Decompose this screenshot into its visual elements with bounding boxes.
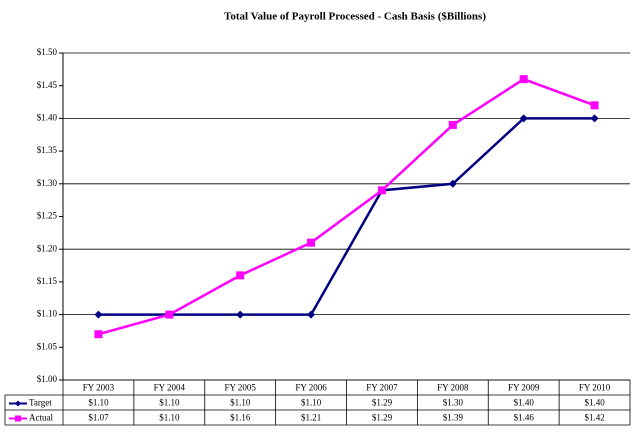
x-tick-label: FY 2005	[224, 383, 256, 393]
point	[307, 310, 316, 319]
table-value: $1.10	[301, 398, 322, 408]
y-tick-label: $1.40	[37, 112, 58, 122]
table-value: $1.07	[88, 413, 109, 423]
point	[448, 179, 457, 188]
series-line	[98, 117, 595, 316]
point	[519, 114, 528, 123]
point	[377, 186, 386, 195]
point	[519, 75, 528, 84]
table-value: $1.10	[159, 413, 180, 423]
x-tick-label: FY 2010	[579, 383, 611, 393]
table-value: $1.10	[88, 398, 109, 408]
x-tick-label: FY 2008	[437, 383, 469, 393]
y-tick-label: $1.10	[37, 309, 58, 319]
y-tick-label: $1.50	[37, 47, 58, 57]
point	[236, 271, 245, 280]
table-value: $1.40	[514, 398, 535, 408]
y-tick-label: $1.05	[37, 341, 58, 351]
y-tick-label: $1.35	[37, 145, 58, 155]
table-value: $1.42	[584, 413, 604, 423]
y-tick-label: $1.20	[37, 243, 58, 253]
point	[307, 238, 316, 247]
legend-label: Actual	[29, 413, 53, 423]
legend-label: Target	[29, 398, 52, 408]
table-value: $1.39	[443, 413, 464, 423]
y-tick-label: $1.15	[37, 276, 58, 286]
point	[165, 310, 174, 319]
x-tick-label: FY 2004	[154, 383, 186, 393]
y-tick-label: $1.45	[37, 80, 58, 90]
table-value: $1.29	[372, 413, 393, 423]
point	[94, 310, 103, 319]
table-value: $1.10	[230, 398, 251, 408]
point	[94, 330, 103, 339]
table-value: $1.10	[159, 398, 180, 408]
chart-title: Total Value of Payroll Processed - Cash …	[224, 11, 486, 23]
point	[590, 101, 599, 110]
x-tick-label: FY 2006	[295, 383, 327, 393]
legend-marker	[15, 400, 21, 407]
series-line	[98, 77, 595, 336]
table-value: $1.21	[301, 413, 321, 423]
point	[236, 310, 245, 319]
x-tick-label: FY 2009	[508, 383, 540, 393]
y-tick-label: $1.30	[37, 178, 58, 188]
table-value: $1.16	[230, 413, 251, 423]
y-tick-label: $1.00	[37, 374, 58, 384]
table-value: $1.30	[443, 398, 464, 408]
point	[448, 120, 457, 129]
table-value: $1.29	[372, 398, 393, 408]
point	[590, 114, 599, 123]
x-tick-label: FY 2007	[366, 383, 398, 393]
table-value: $1.46	[514, 413, 535, 423]
x-tick-label: FY 2003	[83, 383, 115, 393]
legend-marker	[15, 415, 21, 422]
y-tick-label: $1.25	[37, 211, 58, 221]
table-value: $1.40	[584, 398, 605, 408]
